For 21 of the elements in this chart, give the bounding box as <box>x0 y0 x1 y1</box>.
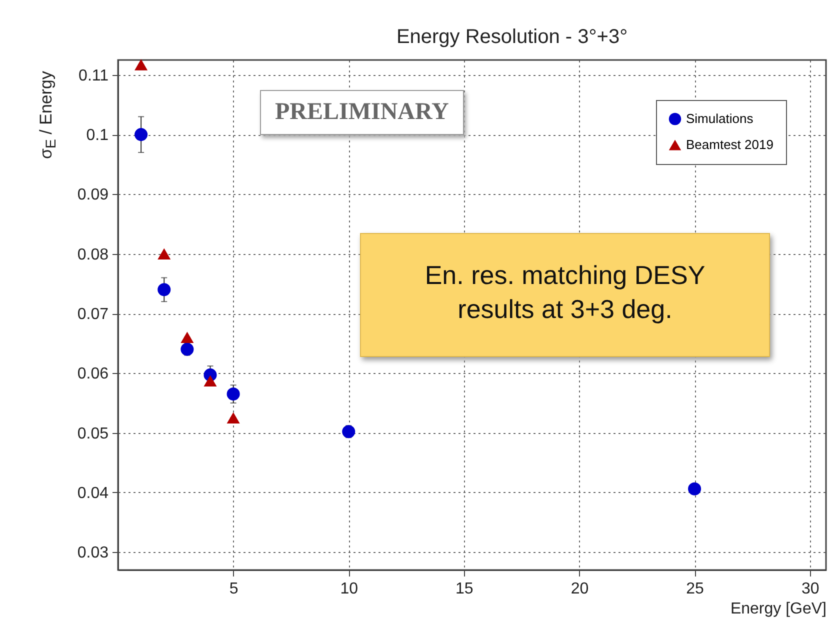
y-tick-label: 0.05 <box>77 425 109 442</box>
legend-label: Beamtest 2019 <box>686 137 774 152</box>
x-tick-label: 10 <box>340 580 358 598</box>
y-tick-label: 0.06 <box>77 366 109 383</box>
callout-box: En. res. matching DESY results at 3+3 deg. <box>360 233 770 357</box>
chart-title: Energy Resolution - 3°+3° <box>396 26 628 48</box>
y-tick-label: 0.09 <box>77 186 109 204</box>
label-box: PRELIMINARY <box>260 90 464 135</box>
x-axis-title: Energy [GeV] <box>730 600 826 618</box>
y-tick-label: 0.1 <box>86 127 109 144</box>
y-tick-label: 0.11 <box>78 67 109 84</box>
x-tick-label: 15 <box>456 580 474 598</box>
x-tick-label: 5 <box>229 580 238 598</box>
y-tick-label: 0.04 <box>77 484 109 502</box>
y-tick-label: 0.07 <box>77 306 109 324</box>
x-tick-label: 30 <box>801 580 820 598</box>
legend-label: Simulations <box>686 111 754 126</box>
y-tick-label: 0.08 <box>77 246 109 264</box>
y-tick-label: 0.03 <box>77 544 109 562</box>
x-tick-label: 20 <box>570 580 589 598</box>
x-tick-label: 25 <box>686 580 704 598</box>
